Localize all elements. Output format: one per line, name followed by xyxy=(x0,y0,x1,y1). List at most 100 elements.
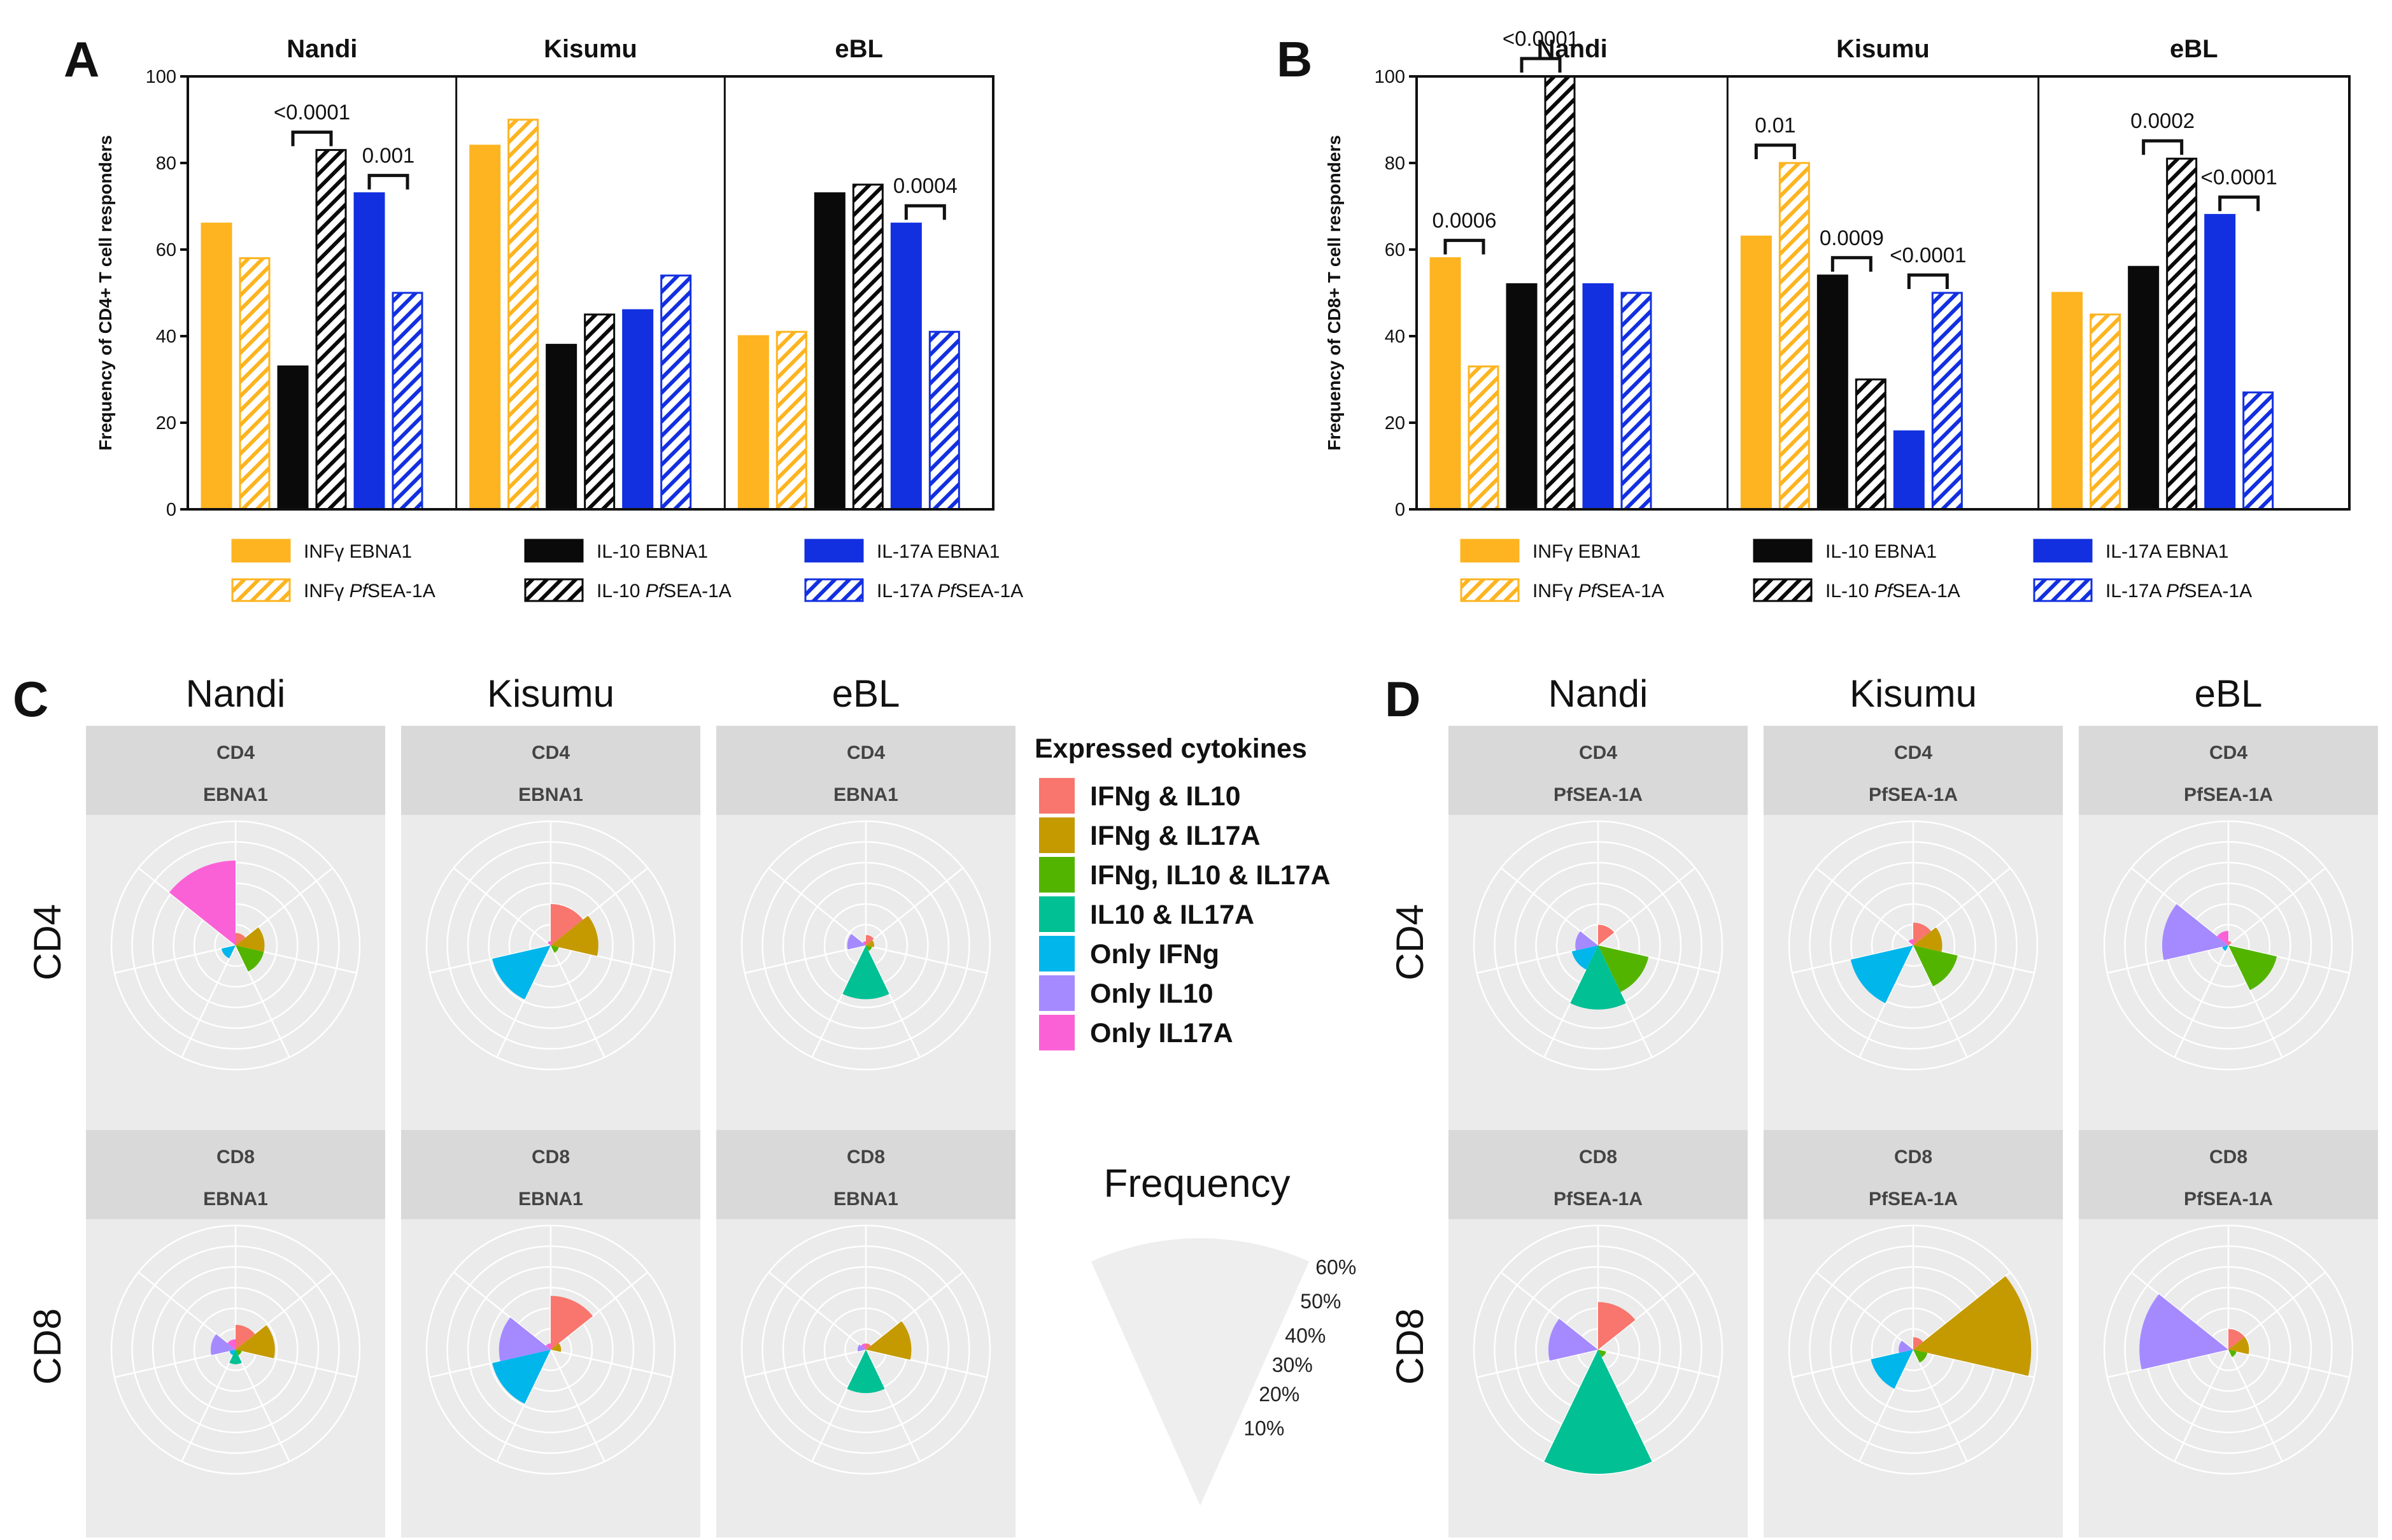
facet-strip-antigen: EBNA1 xyxy=(203,1189,268,1210)
facet-strip-cell: CD8 xyxy=(532,1147,570,1168)
legend-swatch xyxy=(1753,578,1813,602)
bar-ebl-inf-pfsea-1a xyxy=(775,330,807,511)
polar-grid-spoke xyxy=(768,867,867,946)
legend-label-italic: Pf xyxy=(1578,581,1598,602)
p-value-label: 0.0004 xyxy=(893,174,958,197)
legend-label-suffix: SEA-1A xyxy=(367,581,435,602)
frequency-label: 20% xyxy=(1259,1383,1299,1406)
polar-wedge-ifng-il17a xyxy=(1913,927,1943,952)
polar-grid-spoke xyxy=(235,867,334,946)
legend-label-text: IL-17A xyxy=(877,581,937,602)
facet-strip xyxy=(2079,726,2378,815)
p-value-label: 0.0006 xyxy=(1433,209,1497,232)
polar-panel-cd8-nandi: CD8 PfSEA-1A xyxy=(1448,1130,1748,1537)
bar-nandi-il-17a-pfsea-1a xyxy=(1620,292,1652,511)
bar-ebl-inf-pfsea-1a xyxy=(2090,313,2121,511)
legend-key-ifng-il17a xyxy=(1039,817,1075,853)
legend-key-only-il10 xyxy=(1039,975,1075,1011)
polar-grid-spoke xyxy=(768,1271,867,1350)
polar-wedge-only-il10 xyxy=(211,1334,236,1355)
cytokine-legend-title: Expressed cytokines xyxy=(1035,733,1307,764)
legend-label-text: INFγ EBNA1 xyxy=(1532,541,1641,562)
polar-wedge-ifng-il17a xyxy=(551,1343,562,1352)
polar-wedge-ifng-il10-il17a xyxy=(551,945,559,953)
legend-label-italic: Pf xyxy=(1874,581,1894,602)
polar-panel-cd4-nandi: CD4 PfSEA-1A xyxy=(1448,726,1748,1133)
polar-grid-spoke xyxy=(865,944,987,974)
legend-label-suffix: SEA-1A xyxy=(663,581,732,602)
polar-wedge-ifng-il17a xyxy=(866,940,874,947)
panel-label-d: D xyxy=(1385,671,1420,727)
plot-frame xyxy=(187,75,994,511)
polar-wedge-only-ifng xyxy=(1871,1350,1913,1389)
bar-kisumu-il-17a-pfsea-1a xyxy=(660,274,692,511)
legend-swatch xyxy=(524,539,584,563)
plot-frame xyxy=(1415,75,2351,511)
polar-panel-cd8-ebl: CD8 EBNA1 xyxy=(716,1130,1016,1537)
polar-grid-spoke xyxy=(550,1348,672,1378)
polar-wedge-ifng-il10 xyxy=(236,933,246,945)
y-tick-label: 0 xyxy=(1395,500,1405,520)
significance-bracket xyxy=(904,204,946,220)
bar-nandi-inf-pfsea-1a xyxy=(1468,365,1499,511)
legend-label-italic: Pf xyxy=(2166,581,2186,602)
significance-bracket xyxy=(1907,273,1949,289)
significance-bracket xyxy=(1520,57,1562,73)
polar-grid-spoke xyxy=(2130,1271,2229,1350)
significance-bracket xyxy=(1830,256,1872,272)
legend-label-text: INFγ EBNA1 xyxy=(304,541,412,562)
significance-bracket xyxy=(1443,239,1485,255)
y-tick-label: 0 xyxy=(166,500,176,520)
column-header-nandi: Nandi xyxy=(1548,672,1648,715)
legend-key-ifng-il10-il17a xyxy=(1039,857,1075,893)
bar-nandi-inf-ebna1 xyxy=(1429,257,1461,511)
polar-wedge-only-il10 xyxy=(1899,1340,1913,1353)
polar-grid-spoke xyxy=(2227,1349,2283,1462)
polar-wedge-only-il10 xyxy=(499,1317,551,1362)
polar-grid-spoke xyxy=(453,1271,551,1350)
facet-strip xyxy=(716,726,1016,815)
polar-wedge-ifng-il10-il17a xyxy=(866,945,872,951)
polar-wedge-only-il10 xyxy=(858,1344,866,1352)
legend-swatch xyxy=(1753,539,1813,563)
significance-bracket xyxy=(1754,143,1796,159)
facet-strip xyxy=(86,726,385,815)
legend-label: IL-17A PfSEA-1A xyxy=(2105,581,2252,602)
polar-grid-spoke xyxy=(2130,867,2229,946)
facet-strip-cell: CD8 xyxy=(1894,1147,1932,1168)
legend-swatch xyxy=(804,539,864,563)
polar-grid-spoke xyxy=(453,867,551,946)
polar-wedge-ifng-il17a xyxy=(551,915,598,956)
polar-wedge-il10-il17a xyxy=(229,1350,242,1364)
polar-wedge-ifng-il10 xyxy=(2228,941,2232,945)
polar-wedge-only-il17a xyxy=(169,860,236,945)
legend-label: INFγ EBNA1 xyxy=(1532,541,1641,562)
legend-swatch xyxy=(231,539,291,563)
polar-grid-spoke xyxy=(114,1348,236,1378)
bar-kisumu-il-10-ebna1 xyxy=(546,344,577,511)
bar-nandi-il-10-pfsea-1a xyxy=(1544,75,1576,511)
polar-wedge-only-il10 xyxy=(1575,931,1598,950)
y-tick-label: 100 xyxy=(1375,67,1405,87)
legend-label: IL-10 EBNA1 xyxy=(1825,541,1937,562)
legend-label-text: IL-17A EBNA1 xyxy=(877,541,1000,562)
polar-wedge-only-il17a xyxy=(862,941,866,945)
frequency-legend: Frequency 60% 50% 40% 30% 20% 10% xyxy=(1091,1162,1356,1506)
legend-key-il10-il17a xyxy=(1039,896,1075,932)
polar-wedge-only-il17a xyxy=(861,1343,866,1350)
significance-bracket xyxy=(367,174,409,190)
bar-ebl-il-17a-ebna1 xyxy=(890,222,922,511)
y-tick-label: 60 xyxy=(156,240,176,260)
group-title-kisumu: Kisumu xyxy=(1836,35,1930,63)
frequency-fan xyxy=(1091,1238,1310,1506)
polar-grid-spoke xyxy=(549,945,605,1058)
polar-wedge-ifng-il10 xyxy=(1913,922,1931,945)
polar-wedge-only-ifng xyxy=(492,945,551,1000)
facet-strip-antigen: PfSEA-1A xyxy=(1553,1189,1643,1210)
legend-item-only-il17a: Only IL17A xyxy=(1090,1018,1233,1049)
legend-swatch xyxy=(231,578,291,602)
polar-wedge-only-il17a xyxy=(1908,939,1913,945)
facet-strip-cell: CD4 xyxy=(847,742,885,763)
bar-kisumu-inf-pfsea-1a xyxy=(507,118,539,511)
